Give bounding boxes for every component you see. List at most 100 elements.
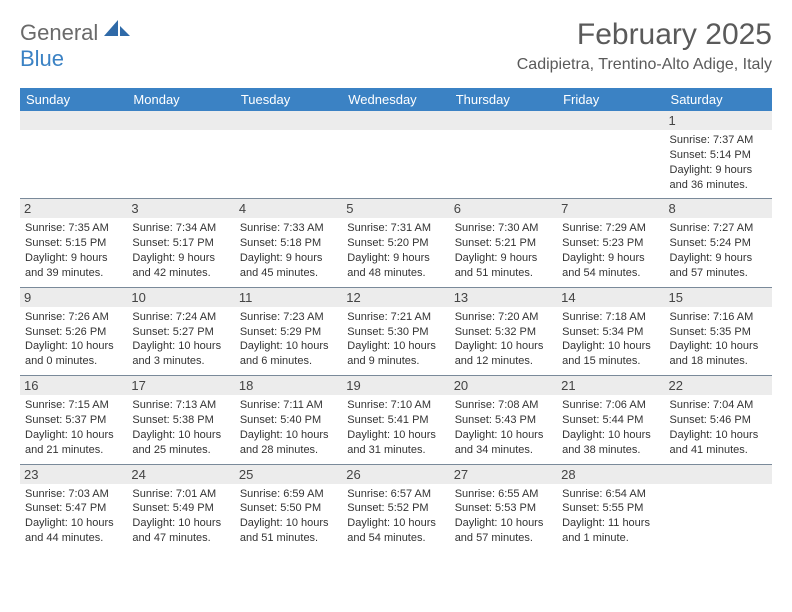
sunset-text: Sunset: 5:53 PM <box>455 501 552 516</box>
sunset-text: Sunset: 5:52 PM <box>347 501 444 516</box>
day-cell: 26Sunrise: 6:57 AMSunset: 5:52 PMDayligh… <box>342 465 449 552</box>
daylight-text: Daylight: 10 hours and 21 minutes. <box>25 428 122 458</box>
daylight-text: Daylight: 9 hours and 57 minutes. <box>670 251 767 281</box>
sunrise-text: Sunrise: 7:35 AM <box>25 221 122 236</box>
sunrise-text: Sunrise: 7:37 AM <box>670 133 767 148</box>
day-info: Sunrise: 7:03 AMSunset: 5:47 PMDaylight:… <box>25 487 122 546</box>
sunrise-text: Sunrise: 7:24 AM <box>132 310 229 325</box>
day-number: 23 <box>20 465 127 484</box>
day-number: 14 <box>557 288 664 307</box>
sunset-text: Sunset: 5:46 PM <box>670 413 767 428</box>
sunrise-text: Sunrise: 6:54 AM <box>562 487 659 502</box>
day-number: 12 <box>342 288 449 307</box>
sunrise-text: Sunrise: 7:33 AM <box>240 221 337 236</box>
day-number <box>20 111 127 130</box>
title-block: February 2025 Cadipietra, Trentino-Alto … <box>517 18 772 74</box>
day-number: 22 <box>665 376 772 395</box>
sunrise-text: Sunrise: 7:23 AM <box>240 310 337 325</box>
day-cell <box>235 111 342 198</box>
sunset-text: Sunset: 5:47 PM <box>25 501 122 516</box>
sunset-text: Sunset: 5:43 PM <box>455 413 552 428</box>
sunset-text: Sunset: 5:20 PM <box>347 236 444 251</box>
day-cell <box>665 465 772 552</box>
location: Cadipietra, Trentino-Alto Adige, Italy <box>517 56 772 74</box>
daylight-text: Daylight: 9 hours and 39 minutes. <box>25 251 122 281</box>
week-row: 9Sunrise: 7:26 AMSunset: 5:26 PMDaylight… <box>20 287 772 375</box>
logo: General Blue <box>20 18 130 72</box>
day-number: 11 <box>235 288 342 307</box>
logo-word-1: General <box>20 20 98 45</box>
day-number: 4 <box>235 199 342 218</box>
sunrise-text: Sunrise: 7:03 AM <box>25 487 122 502</box>
day-cell: 12 Sunrise: 7:21 AMSunset: 5:30 PMDayligh… <box>342 288 449 375</box>
daylight-text: Daylight: 10 hours and 12 minutes. <box>455 339 552 369</box>
day-cell: 4 Sunrise: 7:33 AMSunset: 5:18 PMDaylight… <box>235 199 342 286</box>
day-number <box>557 111 664 130</box>
sunrise-text: Sunrise: 7:29 AM <box>562 221 659 236</box>
sunset-text: Sunset: 5:55 PM <box>562 501 659 516</box>
day-cell: 5Sunrise: 7:31 AMSunset: 5:20 PMDaylight… <box>342 199 449 286</box>
sunset-text: Sunset: 5:29 PM <box>240 325 337 340</box>
daylight-text: Daylight: 10 hours and 57 minutes. <box>455 516 552 546</box>
day-number: 3 <box>127 199 234 218</box>
day-info: Sunrise: 7:31 AMSunset: 5:20 PMDaylight:… <box>347 221 444 280</box>
sunset-text: Sunset: 5:27 PM <box>132 325 229 340</box>
sunset-text: Sunset: 5:24 PM <box>670 236 767 251</box>
sunrise-text: Sunrise: 7:30 AM <box>455 221 552 236</box>
day-info: Sunrise: 7:35 AMSunset: 5:15 PMDaylight:… <box>25 221 122 280</box>
day-cell: 2Sunrise: 7:35 AMSunset: 5:15 PMDaylight… <box>20 199 127 286</box>
sunrise-text: Sunrise: 7:26 AM <box>25 310 122 325</box>
daylight-text: Daylight: 10 hours and 51 minutes. <box>240 516 337 546</box>
day-info: Sunrise: 7:06 AMSunset: 5:44 PMDaylight:… <box>562 398 659 457</box>
daylight-text: Daylight: 10 hours and 34 minutes. <box>455 428 552 458</box>
day-number: 1 <box>665 111 772 130</box>
daylight-text: Daylight: 9 hours and 42 minutes. <box>132 251 229 281</box>
header: General Blue February 2025 Cadipietra, T… <box>20 18 772 74</box>
sunset-text: Sunset: 5:17 PM <box>132 236 229 251</box>
daylight-text: Daylight: 10 hours and 44 minutes. <box>25 516 122 546</box>
day-info: Sunrise: 7:11 AMSunset: 5:40 PMDaylight:… <box>240 398 337 457</box>
day-info: Sunrise: 7:27 AMSunset: 5:24 PMDaylight:… <box>670 221 767 280</box>
day-cell: 24Sunrise: 7:01 AMSunset: 5:49 PMDayligh… <box>127 465 234 552</box>
day-number: 8 <box>665 199 772 218</box>
day-info: Sunrise: 7:33 AMSunset: 5:18 PMDaylight:… <box>240 221 337 280</box>
week-row: 1Sunrise: 7:37 AMSunset: 5:14 PMDaylight… <box>20 111 772 198</box>
day-number <box>450 111 557 130</box>
day-info: Sunrise: 7:21 AMSunset: 5:30 PMDaylight:… <box>347 310 444 369</box>
day-info: Sunrise: 7:26 AMSunset: 5:26 PMDaylight:… <box>25 310 122 369</box>
sunrise-text: Sunrise: 7:08 AM <box>455 398 552 413</box>
day-number: 28 <box>557 465 664 484</box>
sunset-text: Sunset: 5:32 PM <box>455 325 552 340</box>
daylight-text: Daylight: 10 hours and 41 minutes. <box>670 428 767 458</box>
day-cell: 21 Sunrise: 7:06 AMSunset: 5:44 PMDayligh… <box>557 376 664 463</box>
sunset-text: Sunset: 5:44 PM <box>562 413 659 428</box>
sunset-text: Sunset: 5:40 PM <box>240 413 337 428</box>
day-cell: 3Sunrise: 7:34 AMSunset: 5:17 PMDaylight… <box>127 199 234 286</box>
day-number: 7 <box>557 199 664 218</box>
day-header: Wednesday <box>342 88 449 111</box>
day-number: 19 <box>342 376 449 395</box>
daylight-text: Daylight: 9 hours and 45 minutes. <box>240 251 337 281</box>
sunrise-text: Sunrise: 7:11 AM <box>240 398 337 413</box>
week-row: 23Sunrise: 7:03 AMSunset: 5:47 PMDayligh… <box>20 464 772 552</box>
sunrise-text: Sunrise: 7:13 AM <box>132 398 229 413</box>
day-number: 21 <box>557 376 664 395</box>
sunset-text: Sunset: 5:49 PM <box>132 501 229 516</box>
day-number: 18 <box>235 376 342 395</box>
daylight-text: Daylight: 10 hours and 25 minutes. <box>132 428 229 458</box>
sunrise-text: Sunrise: 7:21 AM <box>347 310 444 325</box>
daylight-text: Daylight: 10 hours and 54 minutes. <box>347 516 444 546</box>
day-cell: 17Sunrise: 7:13 AMSunset: 5:38 PMDayligh… <box>127 376 234 463</box>
sunset-text: Sunset: 5:26 PM <box>25 325 122 340</box>
day-cell: 25Sunrise: 6:59 AMSunset: 5:50 PMDayligh… <box>235 465 342 552</box>
sunset-text: Sunset: 5:15 PM <box>25 236 122 251</box>
day-info: Sunrise: 6:57 AMSunset: 5:52 PMDaylight:… <box>347 487 444 546</box>
day-info: Sunrise: 7:29 AMSunset: 5:23 PMDaylight:… <box>562 221 659 280</box>
day-info: Sunrise: 7:04 AMSunset: 5:46 PMDaylight:… <box>670 398 767 457</box>
daylight-text: Daylight: 11 hours and 1 minute. <box>562 516 659 546</box>
day-cell: 18 Sunrise: 7:11 AMSunset: 5:40 PMDayligh… <box>235 376 342 463</box>
day-cell: 23 Sunrise: 7:03 AMSunset: 5:47 PMDayligh… <box>20 465 127 552</box>
day-info: Sunrise: 7:10 AMSunset: 5:41 PMDaylight:… <box>347 398 444 457</box>
sunrise-text: Sunrise: 7:01 AM <box>132 487 229 502</box>
day-info: Sunrise: 7:16 AMSunset: 5:35 PMDaylight:… <box>670 310 767 369</box>
